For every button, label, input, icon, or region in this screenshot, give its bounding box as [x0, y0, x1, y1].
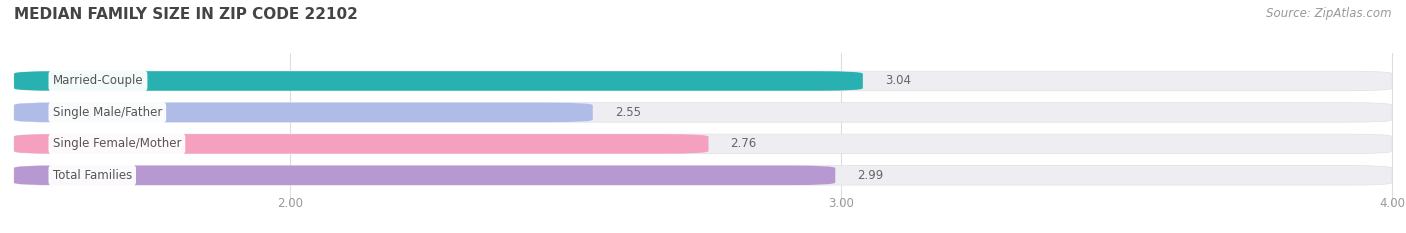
- Text: 3.04: 3.04: [884, 75, 911, 87]
- FancyBboxPatch shape: [14, 166, 1392, 185]
- Text: 2.55: 2.55: [614, 106, 641, 119]
- Text: 2.76: 2.76: [731, 137, 756, 150]
- FancyBboxPatch shape: [14, 166, 835, 185]
- FancyBboxPatch shape: [14, 71, 1392, 91]
- Text: MEDIAN FAMILY SIZE IN ZIP CODE 22102: MEDIAN FAMILY SIZE IN ZIP CODE 22102: [14, 7, 359, 22]
- FancyBboxPatch shape: [14, 71, 863, 91]
- FancyBboxPatch shape: [14, 134, 709, 154]
- FancyBboxPatch shape: [14, 103, 593, 122]
- Text: Total Families: Total Families: [52, 169, 132, 182]
- FancyBboxPatch shape: [14, 103, 1392, 122]
- Text: Source: ZipAtlas.com: Source: ZipAtlas.com: [1267, 7, 1392, 20]
- Text: Married-Couple: Married-Couple: [52, 75, 143, 87]
- FancyBboxPatch shape: [14, 134, 1392, 154]
- Text: Single Male/Father: Single Male/Father: [52, 106, 162, 119]
- Text: 2.99: 2.99: [858, 169, 883, 182]
- Text: Single Female/Mother: Single Female/Mother: [52, 137, 181, 150]
